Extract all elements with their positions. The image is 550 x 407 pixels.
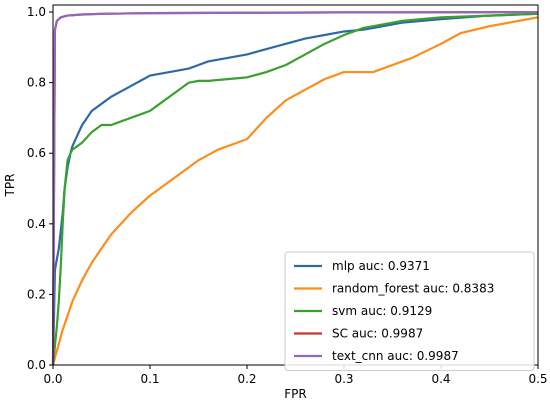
y-tick-label: 0.0 [27,358,46,372]
y-tick-label: 0.8 [27,76,46,90]
x-tick-label: 0.5 [528,372,547,386]
plot-lines [51,10,539,366]
x-tick-label: 0.1 [140,372,159,386]
x-tick-label: 0.3 [334,372,353,386]
x-tick-label: 0.4 [431,372,450,386]
x-tick-label: 0.2 [237,372,256,386]
legend-entry-label: random_forest auc: 0.8383 [332,282,494,296]
legend-entry-label: svm auc: 0.9129 [332,304,432,318]
x-axis-ticks: 0.0 0.1 0.2 0.3 0.4 0.5 [43,365,548,386]
series-line-1 [51,16,539,366]
y-tick-label: 0.2 [27,287,46,301]
legend-entry-label: mlp auc: 0.9371 [332,259,430,273]
y-tick-label: 1.0 [27,5,46,19]
legend-entry-label: SC auc: 0.9987 [332,327,423,341]
y-tick-label: 0.6 [27,146,46,160]
legend: mlp auc: 0.9371 random_forest auc: 0.8383… [284,251,535,371]
y-tick-label: 0.4 [27,217,46,231]
x-tick-label: 0.0 [43,372,62,386]
series-line-4 [51,10,539,366]
y-axis-label: TPR [3,174,17,198]
legend-entry-label: text_cnn auc: 0.9987 [332,349,459,363]
x-axis-label: FPR [284,387,306,401]
series-line-2 [51,12,539,366]
legend-box [284,251,535,371]
y-axis-ticks: 0.0 0.2 0.4 0.6 0.8 1.0 [27,5,53,372]
